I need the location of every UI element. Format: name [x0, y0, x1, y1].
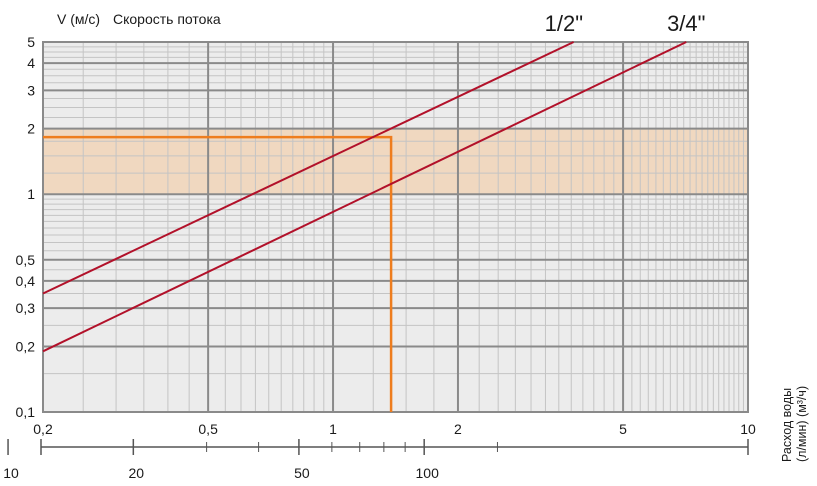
- series-label-1: 1/2": [545, 11, 583, 36]
- y-tick-label: 0,3: [16, 300, 36, 316]
- y-tick-label: 2: [27, 121, 35, 137]
- y-tick-label: 1: [27, 186, 35, 202]
- secondary-tick-label: 50: [294, 465, 310, 481]
- y-tick-label: 0,5: [16, 252, 36, 268]
- x-tick-label: 10: [740, 421, 756, 437]
- y-tick-label: 0,1: [16, 404, 36, 420]
- x-axis-label: Расход воды (л/мин) (м³/ч): [780, 386, 809, 462]
- y-tick-label: 4: [27, 55, 35, 71]
- y-tick-label: 0,2: [16, 338, 36, 354]
- x-tick-label: 0,2: [33, 421, 53, 437]
- recommended-velocity-band: [43, 128, 748, 195]
- plot-background-layer: [43, 42, 748, 412]
- x-tick-label: 2: [454, 421, 462, 437]
- series-line-2: [42, 41, 687, 353]
- y-tick-label: 5: [27, 34, 35, 50]
- series-layer: 1/2" 3/4": [42, 11, 705, 353]
- y-axis-label: V (м/с): [57, 11, 100, 27]
- x-tick-label: 1: [329, 421, 337, 437]
- x-axis-label-line-1: Расход воды: [780, 388, 794, 462]
- x-tick-label: 0,5: [198, 421, 218, 437]
- chart-title: Скорость потока: [113, 11, 221, 27]
- x-tick-label: 5: [619, 421, 627, 437]
- guide-line: [43, 135, 393, 412]
- series-label-2: 3/4": [667, 11, 705, 36]
- y-tick-label: 3: [27, 82, 35, 98]
- axis-layer: 0,10,20,30,40,5123450,20,512510510205010…: [3, 34, 756, 481]
- plot-frame: [42, 41, 749, 413]
- series-line-1: [42, 41, 575, 295]
- grid-layer: [42, 41, 749, 413]
- plot-area: [43, 42, 748, 412]
- y-tick-label: 0,4: [16, 273, 36, 289]
- secondary-tick-label: 100: [416, 465, 440, 481]
- x-axis-label-line-2: (л/мин) (м³/ч): [795, 386, 809, 462]
- secondary-tick-label: 10: [3, 465, 19, 481]
- band-layer: [43, 128, 748, 195]
- secondary-tick-label: 20: [129, 465, 145, 481]
- guide-layer: [43, 135, 393, 412]
